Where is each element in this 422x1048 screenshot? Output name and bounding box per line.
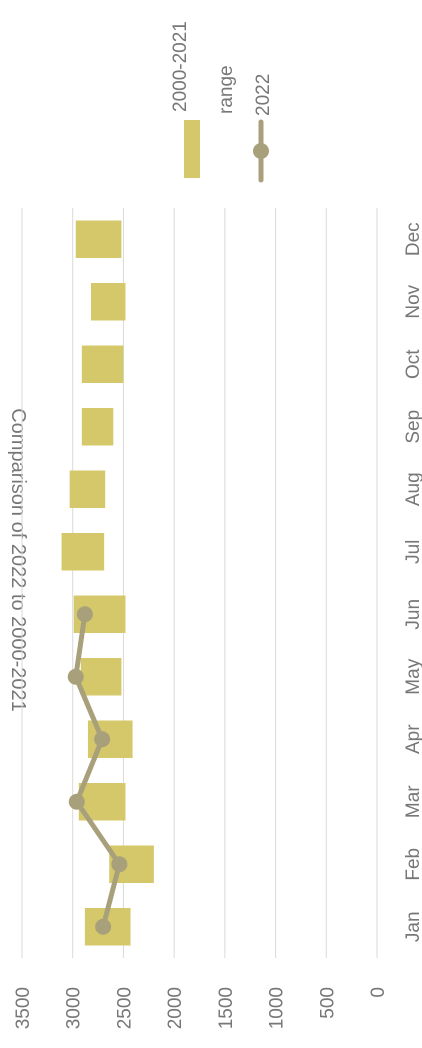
category-tick-label: Apr bbox=[403, 724, 422, 754]
line-point bbox=[95, 918, 112, 935]
category-tick-label: Jan bbox=[403, 911, 422, 942]
category-tick-label: Feb bbox=[403, 848, 422, 881]
range-bar bbox=[81, 345, 124, 383]
value-tick-label: 2500 bbox=[114, 987, 135, 1029]
range-bar bbox=[69, 470, 106, 508]
chart-title: Comparison of 2022 to 2000-2021 bbox=[7, 408, 29, 712]
range-bar bbox=[75, 220, 122, 258]
line-point bbox=[67, 668, 84, 685]
legend-range-label-line2: range bbox=[216, 65, 237, 114]
category-tick-label: Jun bbox=[403, 599, 422, 630]
line-point bbox=[94, 731, 111, 748]
category-tick-label: Aug bbox=[403, 472, 422, 506]
line-point bbox=[76, 606, 93, 623]
value-tick-label: 1000 bbox=[267, 987, 288, 1029]
legend-range-label-line1: 2000-2021 bbox=[170, 21, 191, 112]
legend-line-marker bbox=[253, 143, 269, 159]
value-tick-label: 0 bbox=[368, 987, 389, 998]
category-tick-label: Nov bbox=[403, 284, 422, 318]
category-tick-label: Mar bbox=[403, 785, 422, 818]
value-tick-label: 1500 bbox=[216, 987, 237, 1029]
category-tick-label: May bbox=[403, 658, 422, 694]
category-tick-label: Sep bbox=[403, 410, 422, 444]
category-tick-label: Oct bbox=[403, 349, 422, 379]
range-series bbox=[61, 220, 154, 946]
line-series bbox=[67, 606, 128, 935]
line-point bbox=[111, 856, 128, 873]
legend: 2000-2021 range 2022 bbox=[170, 21, 274, 183]
range-bar bbox=[61, 533, 105, 571]
value-tick-label: 3000 bbox=[64, 987, 85, 1029]
legend-line-label: 2022 bbox=[253, 74, 274, 116]
gridlines bbox=[21, 208, 378, 958]
series-line-2022 bbox=[73, 611, 122, 930]
category-axis: Jan Feb Mar Apr May Jun Jul Aug Sep Oct Nov Dec bbox=[403, 222, 422, 942]
line-point bbox=[68, 793, 85, 810]
value-tick-label: 2000 bbox=[165, 987, 186, 1029]
value-tick-label: 500 bbox=[317, 987, 338, 1019]
range-bar bbox=[90, 283, 126, 321]
range-bar bbox=[80, 658, 122, 696]
value-tick-label: 3500 bbox=[13, 987, 34, 1029]
category-tick-label: Jul bbox=[403, 540, 422, 564]
range-bar bbox=[81, 408, 114, 446]
category-tick-label: Dec bbox=[403, 222, 422, 256]
value-axis: 0 500 1000 1500 2000 2500 3000 3500 bbox=[13, 987, 389, 1029]
legend-range-swatch bbox=[184, 120, 200, 178]
